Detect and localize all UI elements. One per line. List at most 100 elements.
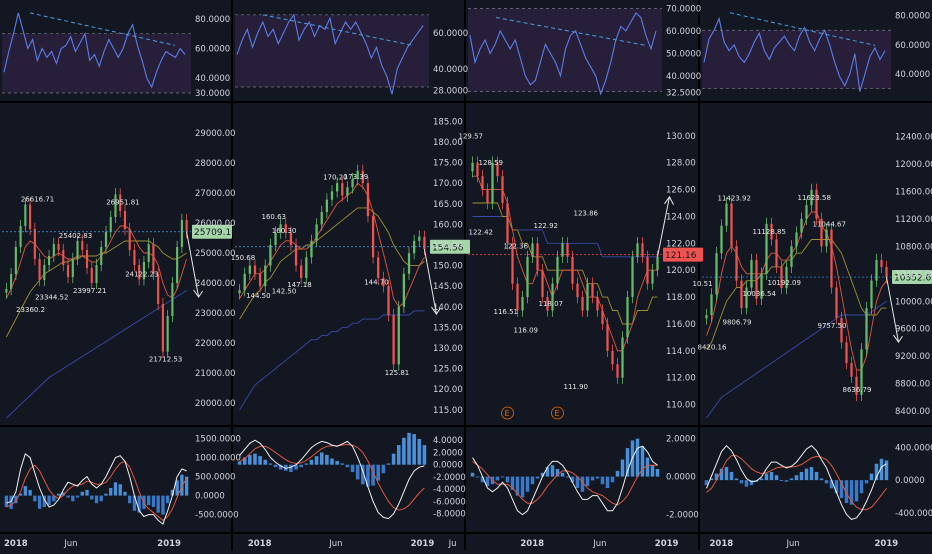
macd-hist-bar: [269, 463, 273, 464]
price-annotation: 10.51: [693, 280, 713, 288]
macd-hist-bar: [815, 472, 819, 480]
candle-body: [735, 246, 737, 280]
candle-body: [295, 245, 297, 266]
candle-body: [656, 257, 658, 270]
price-annotation: 10036.54: [743, 290, 777, 298]
candle-body: [491, 163, 493, 203]
price-tick-label: 120.00: [666, 266, 696, 276]
price-tick-label: 110.00: [666, 401, 696, 411]
rsi-tick-label: 70.0000: [666, 4, 701, 14]
candle-body: [865, 308, 867, 349]
price-tick-label: 29000.00: [195, 129, 236, 139]
panel-4: 80.000060.000040.000010.518420.1611423.9…: [693, 12, 932, 549]
candle-body: [556, 257, 558, 284]
macd-hist-bar: [289, 465, 293, 472]
candle-body: [72, 259, 74, 277]
rsi-tick-label: 32.5000: [666, 89, 701, 99]
candle-body: [377, 257, 379, 278]
macd-hist-bar: [263, 460, 267, 465]
macd-hist-bar: [805, 469, 809, 480]
x-axis-label: Jun: [63, 539, 77, 549]
price-tick-label: 124.00: [666, 212, 696, 222]
price-annotation: 9806.79: [723, 319, 752, 327]
earnings-marker-label: E: [505, 409, 510, 418]
rsi-tick-label: 40.0000: [195, 74, 230, 84]
macd-hist-bar: [641, 446, 645, 476]
macd-hist-bar: [340, 463, 344, 464]
price-tick-label: 130.00: [666, 132, 696, 142]
macd-hist-bar: [28, 490, 31, 496]
candle-body: [413, 241, 415, 253]
macd-hist-bar: [76, 496, 79, 498]
rsi-tick-label: 80.0000: [195, 15, 230, 25]
candle-body: [715, 253, 717, 294]
candle-body: [57, 244, 59, 250]
candle-body: [541, 270, 543, 297]
macd-hist-bar: [397, 445, 401, 465]
macd-hist-bar: [81, 492, 84, 496]
x-axis-label: 2018: [4, 539, 28, 549]
ma-slow-line: [240, 311, 425, 410]
candle-body: [238, 290, 240, 293]
macd-signal-line: [473, 461, 658, 505]
candle-body: [341, 183, 343, 195]
price-annotation: 23344.52: [35, 294, 68, 302]
price-tick-label: 25000.00: [195, 249, 236, 259]
macd-hist-bar: [646, 458, 650, 477]
candle-body: [591, 284, 593, 297]
price-annotation: 128.59: [479, 159, 504, 167]
candle-body: [62, 250, 64, 265]
candle-body: [254, 266, 256, 274]
macd-tick-label: 0.0000: [433, 461, 463, 471]
macd-hist-bar: [346, 465, 350, 467]
candle-body: [129, 229, 131, 250]
candle-body: [244, 274, 246, 290]
macd-hist-bar: [506, 477, 510, 483]
macd-line: [6, 454, 186, 524]
candle-body: [20, 226, 22, 247]
panel-divider: [698, 0, 700, 550]
price-annotation: 144.70: [364, 278, 389, 286]
macd-hist-bar: [780, 480, 784, 481]
price-tick-label: 140.00: [433, 303, 463, 313]
price-tick-label: 112.00: [666, 374, 696, 384]
candle-body: [24, 205, 26, 226]
rsi-tick-label: 40.0000: [895, 70, 930, 80]
macd-hist-bar: [109, 488, 112, 496]
macd-hist-bar: [147, 496, 150, 506]
macd-hist-bar: [735, 479, 739, 481]
candle-body: [259, 274, 261, 286]
candle-body: [571, 257, 573, 284]
macd-hist-bar: [526, 477, 530, 492]
ma-slow-line: [473, 217, 658, 257]
candle-body: [398, 307, 400, 365]
candle-body: [845, 342, 847, 363]
price-tick-label: 114.00: [666, 347, 696, 357]
macd-hist-bar: [253, 454, 257, 465]
price-tick-label: 155.00: [433, 241, 463, 251]
macd-hist-bar: [157, 496, 160, 513]
price-annotation: 11044.67: [813, 221, 846, 229]
candle-body: [315, 224, 317, 240]
candle-body: [611, 351, 613, 364]
macd-hist-bar: [123, 492, 126, 496]
macd-hist-bar: [596, 477, 600, 479]
candle-body: [486, 190, 488, 203]
macd-hist-bar: [730, 472, 734, 480]
candle-body: [34, 229, 36, 259]
candle-body: [418, 237, 420, 241]
candle-body: [305, 257, 307, 278]
rsi-tick-label: 60.0000: [433, 29, 468, 39]
candle-body: [10, 274, 12, 289]
macd-tick-label: 1000.0000: [195, 454, 241, 464]
macd-hist-bar: [566, 477, 570, 478]
candle-body: [631, 257, 633, 297]
candle-body: [53, 244, 55, 256]
candle-body: [43, 265, 45, 280]
macd-hist-bar: [636, 439, 640, 477]
macd-hist-bar: [656, 469, 660, 477]
candle-body: [269, 245, 271, 266]
macd-hist-bar: [591, 477, 595, 481]
candle-body: [576, 284, 578, 297]
